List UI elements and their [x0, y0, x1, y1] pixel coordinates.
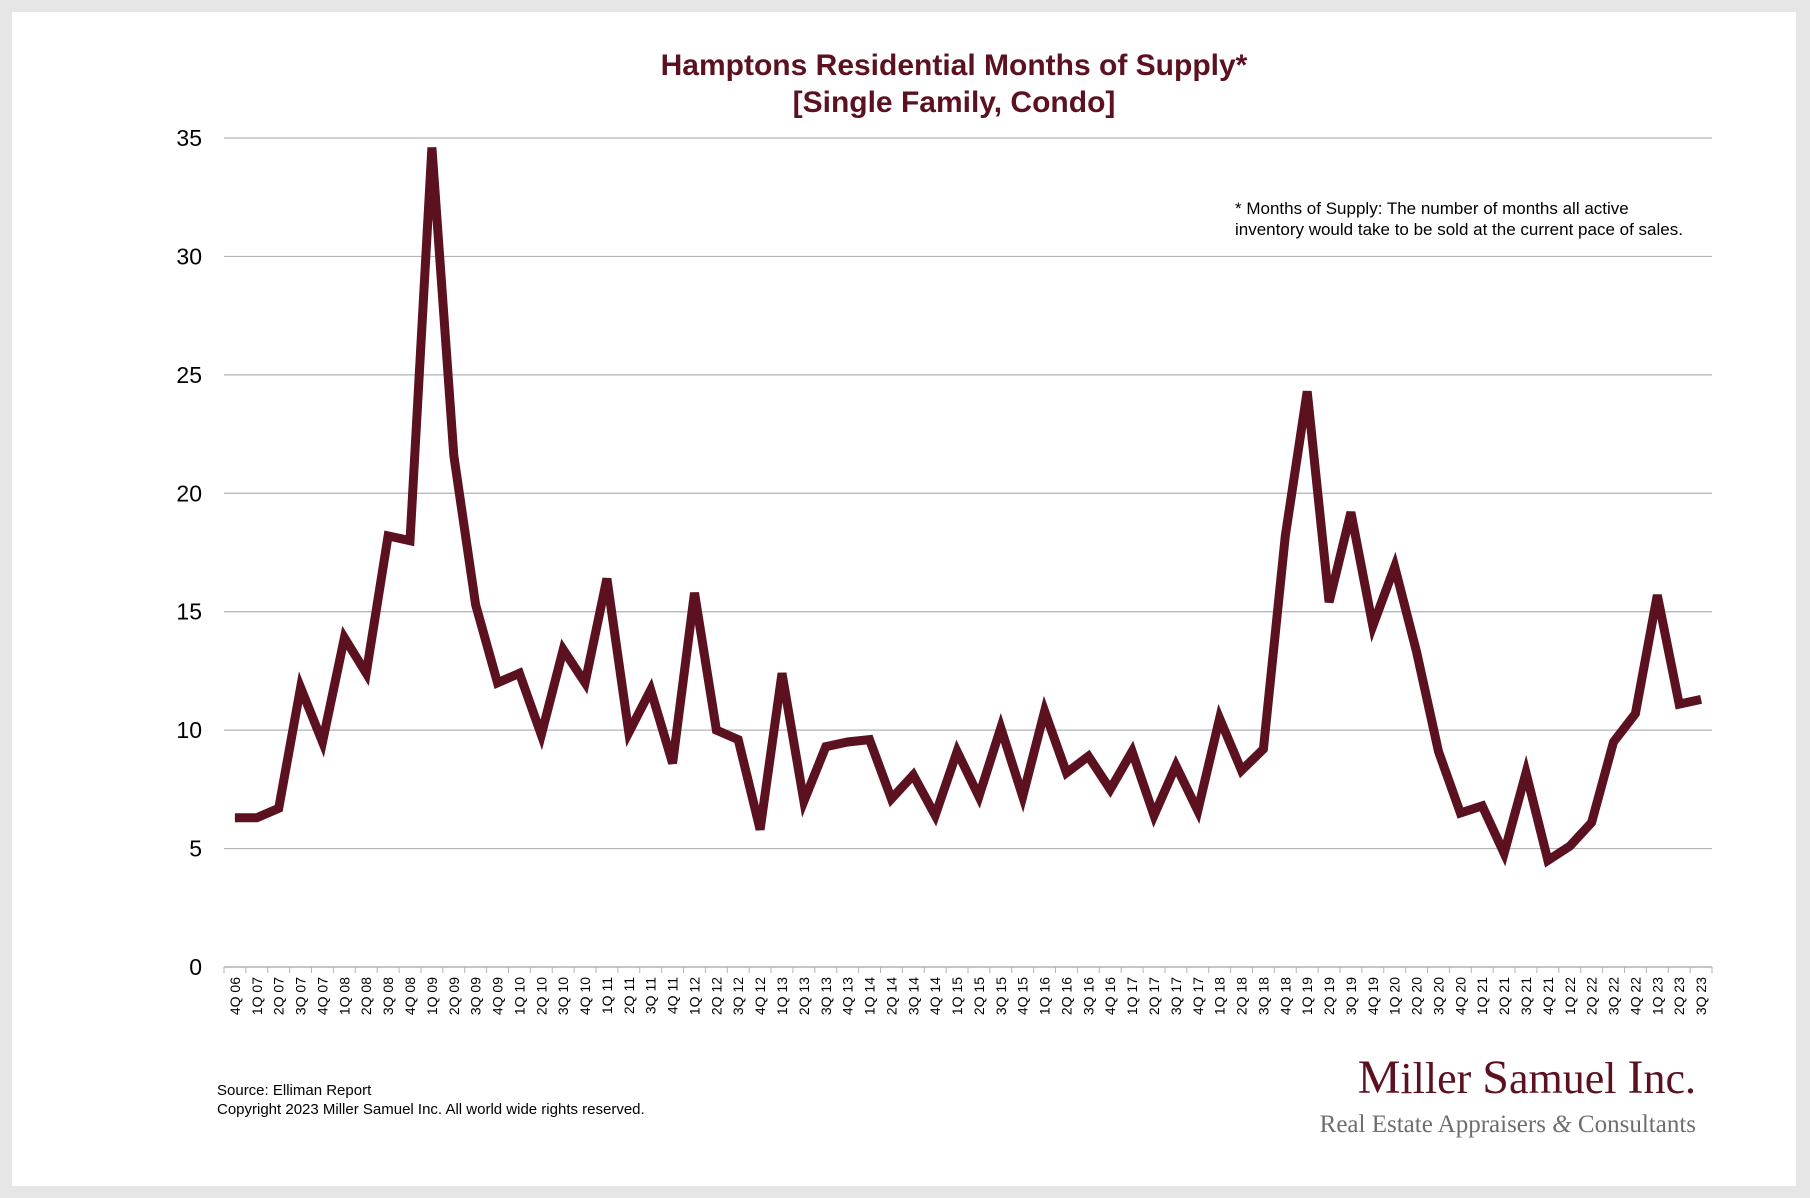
- y-tick-label: 0: [189, 954, 202, 980]
- x-tick-label: 1Q 21: [1474, 977, 1490, 1015]
- x-tick-label: 1Q 12: [686, 977, 702, 1015]
- logo-wordmark: Miller Samuel Inc.: [1358, 1051, 1696, 1104]
- y-tick-label: 10: [176, 717, 202, 743]
- x-tick-label: 4Q 10: [577, 977, 593, 1015]
- x-tick-label: 1Q 14: [862, 977, 878, 1015]
- company-logo: Miller Samuel Inc. Real Estate Appraiser…: [1320, 1051, 1696, 1138]
- x-tick-label: 1Q 09: [424, 977, 440, 1015]
- x-tick-label: 3Q 09: [468, 977, 484, 1015]
- chart-title: Hamptons Residential Months of Supply*: [661, 49, 1248, 82]
- x-tick-label: 2Q 11: [621, 977, 637, 1014]
- x-tick-label: 4Q 21: [1540, 977, 1556, 1015]
- x-tick-label: 2Q 15: [971, 977, 987, 1015]
- x-tick-label: 2Q 17: [1146, 977, 1162, 1015]
- x-tick-label: 1Q 17: [1124, 977, 1140, 1015]
- x-tick-label: 1Q 15: [949, 977, 965, 1015]
- x-tick-label: 3Q 19: [1343, 977, 1359, 1015]
- x-tick-label: 1Q 08: [336, 977, 352, 1015]
- x-tick-label: 3Q 16: [1080, 977, 1096, 1015]
- x-tick-label: 1Q 20: [1387, 977, 1403, 1015]
- x-tick-label: 2Q 07: [271, 977, 287, 1015]
- x-tick-label: 3Q 23: [1693, 977, 1709, 1015]
- x-tick-label: 2Q 16: [1058, 977, 1074, 1015]
- x-tick-label: 1Q 13: [774, 977, 790, 1015]
- x-tick-label: 2Q 09: [446, 977, 462, 1015]
- x-tick-label: 4Q 18: [1277, 977, 1293, 1015]
- y-tick-label: 30: [176, 243, 202, 269]
- x-tick-label: 2Q 08: [358, 977, 374, 1015]
- x-tick-label: 3Q 14: [905, 977, 921, 1015]
- x-tick-label: 2Q 21: [1496, 977, 1512, 1015]
- y-tick-label: 5: [189, 836, 202, 862]
- x-tick-label: 1Q 07: [249, 977, 265, 1015]
- x-tick-label: 3Q 20: [1430, 977, 1446, 1015]
- x-tick-label: 1Q 22: [1562, 977, 1578, 1015]
- x-tick-label: 2Q 20: [1409, 977, 1425, 1015]
- y-tick-label: 35: [176, 125, 202, 151]
- x-tick-label: 1Q 18: [1212, 977, 1228, 1015]
- x-tick-label: 4Q 13: [840, 977, 856, 1015]
- x-tick-label: 3Q 18: [1255, 977, 1271, 1015]
- series-line: [234, 147, 1703, 868]
- x-tick-label: 1Q 19: [1299, 977, 1315, 1015]
- x-tick-label: 2Q 22: [1584, 977, 1600, 1015]
- x-tick-label: 4Q 15: [1015, 977, 1031, 1015]
- x-tick-label: 1Q 16: [1037, 977, 1053, 1015]
- x-tick-label: 2Q 10: [533, 977, 549, 1015]
- grid-lines: [224, 137, 1712, 850]
- chart-frame: Hamptons Residential Months of Supply* […: [12, 12, 1796, 1186]
- x-tick-label: 4Q 12: [752, 977, 768, 1015]
- y-tick-label: 15: [176, 599, 202, 625]
- series-layer: [234, 147, 1703, 868]
- x-tick-label: 3Q 21: [1518, 977, 1534, 1015]
- x-tick-label: 4Q 14: [927, 977, 943, 1015]
- x-tick-label: 2Q 19: [1321, 977, 1337, 1015]
- x-tick-label: 3Q 17: [1168, 977, 1184, 1015]
- x-tick-label: 2Q 18: [1234, 977, 1250, 1015]
- x-tick-label: 2Q 13: [796, 977, 812, 1015]
- x-tick-label: 3Q 15: [993, 977, 1009, 1015]
- x-tick-label: 1Q 10: [511, 977, 527, 1015]
- x-axis-tick-labels: 4Q 06 1Q 07 2Q 07 3Q 07 4Q 07 1Q 08 2Q 08 3Q 08…: [227, 977, 1709, 1015]
- x-tick-label: 4Q 11: [665, 977, 681, 1014]
- x-tick-label: 4Q 08: [402, 977, 418, 1015]
- x-tick-label: 2Q 23: [1671, 977, 1687, 1015]
- x-tick-label: 4Q 20: [1452, 977, 1468, 1015]
- annotation-line-1: * Months of Supply: The number of months…: [1235, 199, 1629, 218]
- y-axis-ticks: 0 5 10 15 20 25 30 35: [176, 125, 202, 980]
- y-tick-label: 25: [176, 362, 202, 388]
- x-tick-label: 1Q 11: [599, 977, 615, 1014]
- x-tick-label: 4Q 22: [1627, 977, 1643, 1015]
- y-tick-label: 20: [176, 480, 202, 506]
- source-note: Source: Elliman Report: [217, 1082, 372, 1099]
- x-axis: [223, 966, 1713, 973]
- x-tick-label: 4Q 16: [1102, 977, 1118, 1015]
- x-tick-label: 4Q 17: [1190, 977, 1206, 1015]
- x-tick-label: 3Q 12: [730, 977, 746, 1015]
- x-tick-label: 3Q 08: [380, 977, 396, 1015]
- x-tick-label: 3Q 22: [1606, 977, 1622, 1015]
- x-tick-label: 4Q 06: [227, 977, 243, 1015]
- x-tick-label: 2Q 14: [883, 977, 899, 1015]
- x-tick-label: 1Q 23: [1649, 977, 1665, 1015]
- chart-subtitle: [Single Family, Condo]: [793, 86, 1116, 119]
- x-tick-label: 4Q 07: [314, 977, 330, 1015]
- annotation-line-2: inventory would take to be sold at the c…: [1235, 220, 1683, 239]
- x-tick-label: 2Q 12: [708, 977, 724, 1015]
- x-tick-label: 4Q 09: [490, 977, 506, 1015]
- x-tick-label: 3Q 07: [293, 977, 309, 1015]
- copyright-note: Copyright 2023 Miller Samuel Inc. All wo…: [217, 1101, 645, 1118]
- x-tick-label: 4Q 19: [1365, 977, 1381, 1015]
- x-tick-label: 3Q 10: [555, 977, 571, 1015]
- x-tick-label: 3Q 13: [818, 977, 834, 1015]
- chart-svg: Hamptons Residential Months of Supply* […: [176, 49, 1713, 1138]
- logo-tagline: Real Estate Appraisers & Consultants: [1320, 1111, 1696, 1138]
- x-tick-label: 3Q 11: [643, 977, 659, 1014]
